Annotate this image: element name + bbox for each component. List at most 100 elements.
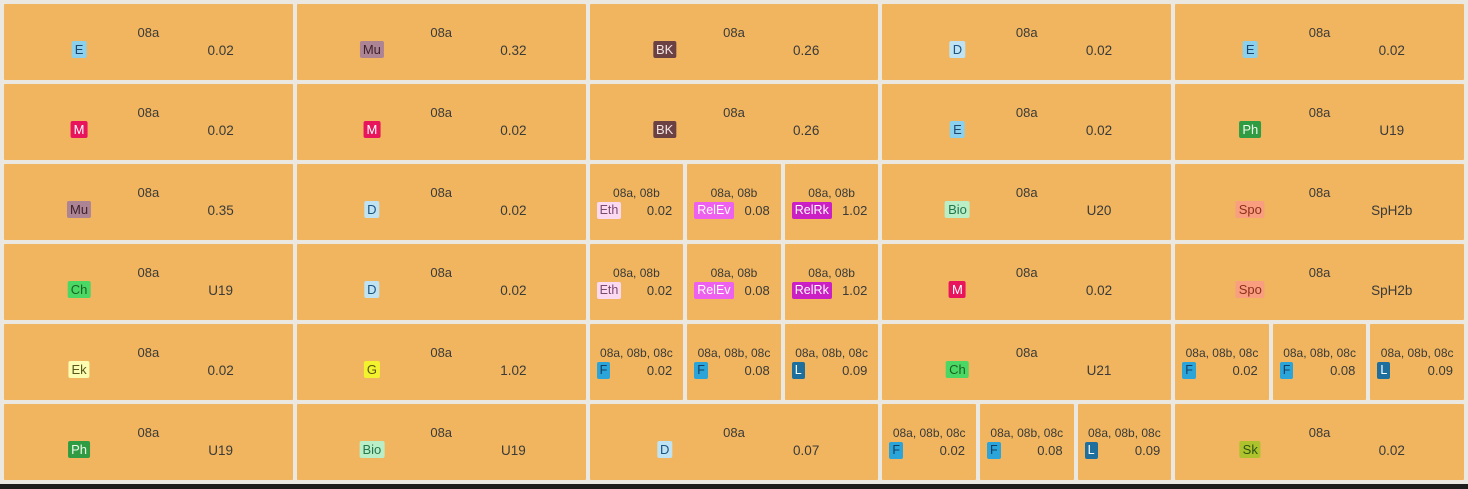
room-label: 0.09: [842, 363, 868, 378]
room-label: U21: [1086, 363, 1112, 378]
room-label: 0.02: [500, 283, 527, 298]
room-label: 0.08: [1037, 443, 1063, 458]
lesson-tile[interactable]: 08a E 0.02: [1175, 4, 1464, 80]
class-group-label: 08a: [1308, 265, 1331, 280]
room-label: 0.02: [500, 203, 527, 218]
room-label: 0.02: [1378, 43, 1405, 58]
room-label: 0.02: [1085, 123, 1113, 138]
class-group-label: 08a: [1308, 25, 1331, 40]
room-label: U19: [501, 443, 526, 458]
lesson-tile[interactable]: 08a D 0.07: [589, 404, 879, 480]
timetable-row: 08a Ch U19 08a D 0.02 08a, 08b Eth 0.02 08a, 08b R…: [4, 244, 1464, 320]
lesson-tile[interactable]: 08a Bio U20: [882, 164, 1172, 240]
room-label: U19: [208, 443, 233, 458]
lesson-tile[interactable]: 08a D 0.02: [296, 244, 586, 320]
room-label: U19: [208, 283, 233, 298]
subject-badge: Mu: [67, 201, 92, 218]
lesson-tile[interactable]: 08a, 08b, 08c F 0.02: [589, 324, 684, 400]
class-group-label: 08a: [1015, 185, 1038, 200]
class-group-label: 08a: [430, 265, 453, 280]
timetable-row: 08a E 0.02 08a Mu 0.32 08a BK 0.26 08a D 0.02 08a E 0.…: [4, 4, 1464, 80]
subject-badge: Ph: [68, 441, 91, 458]
lesson-tile[interactable]: 08a BK 0.26: [589, 4, 879, 80]
lesson-tile[interactable]: 08a Ch U21: [882, 324, 1172, 400]
lesson-tile[interactable]: 08a M 0.02: [882, 244, 1172, 320]
class-group-label: 08a: [723, 25, 745, 40]
class-group-label: 08a: [1308, 425, 1331, 440]
class-group-label: 08a: [430, 105, 453, 120]
horizontal-scrollbar[interactable]: [0, 484, 1468, 489]
class-group-label: 08a: [137, 185, 160, 200]
lesson-tile[interactable]: 08a, 08b, 08c L 0.09: [1077, 404, 1172, 480]
lesson-tile[interactable]: 08a, 08b, 08c F 0.02: [1175, 324, 1269, 400]
lesson-tile[interactable]: 08a Ph U19: [4, 404, 293, 480]
lesson-tile[interactable]: 08a Ek 0.02: [4, 324, 293, 400]
subject-badge: Mu: [359, 41, 384, 58]
room-label: 0.08: [744, 283, 770, 298]
subject-badge: Spo: [1235, 281, 1265, 298]
room-label: 0.07: [793, 443, 820, 458]
lesson-tile[interactable]: 08a Spo SpH2b: [1175, 164, 1464, 240]
lesson-tile[interactable]: 08a Spo SpH2b: [1175, 244, 1464, 320]
lesson-tile[interactable]: 08a, 08b, 08c L 0.09: [1370, 324, 1464, 400]
lesson-tile[interactable]: 08a, 08b, 08c F 0.08: [687, 324, 781, 400]
lesson-tile[interactable]: 08a E 0.02: [882, 84, 1172, 160]
class-group-label: 08a: [137, 265, 160, 280]
room-label: 0.09: [1134, 443, 1161, 458]
class-group-label: 08a: [723, 105, 745, 120]
lesson-tile[interactable]: 08a M 0.02: [296, 84, 586, 160]
class-group-label: 08a: [430, 345, 453, 360]
lesson-tile[interactable]: 08a BK 0.26: [589, 84, 879, 160]
class-group-label: 08a: [1015, 105, 1038, 120]
subject-badge: Eth: [596, 282, 622, 299]
class-group-label: 08a: [137, 105, 160, 120]
lesson-tile[interactable]: 08a E 0.02: [4, 4, 293, 80]
lesson-tile[interactable]: 08a, 08b Eth 0.02: [589, 244, 684, 320]
lesson-tile[interactable]: 08a, 08b, 08c F 0.08: [1272, 324, 1367, 400]
subject-badge: RelRk: [791, 202, 832, 219]
lesson-tile[interactable]: 08a, 08b, 08c F 0.08: [979, 404, 1074, 480]
lesson-tile[interactable]: 08a Sk 0.02: [1175, 404, 1464, 480]
lesson-tile[interactable]: 08a D 0.02: [882, 4, 1172, 80]
class-group-label: 08a, 08b: [613, 186, 660, 200]
lesson-tile[interactable]: 08a Mu 0.32: [296, 4, 586, 80]
class-group-label: 08a, 08b, 08c: [1380, 346, 1454, 360]
lesson-tile[interactable]: 08a M 0.02: [4, 84, 293, 160]
subject-badge: Bio: [945, 201, 970, 218]
class-group-label: 08a, 08b, 08c: [795, 346, 868, 360]
class-group-label: 08a, 08b, 08c: [1088, 426, 1161, 440]
lesson-tile[interactable]: 08a Ch U19: [4, 244, 293, 320]
class-group-label: 08a, 08b: [808, 186, 855, 200]
lesson-tile[interactable]: 08a Mu 0.35: [4, 164, 293, 240]
subject-badge: Eth: [596, 202, 622, 219]
lesson-tile[interactable]: 08a, 08b RelRk 1.02: [784, 164, 879, 240]
room-label: 0.35: [207, 203, 234, 218]
lesson-tile[interactable]: 08a G 1.02: [296, 324, 586, 400]
room-label: 0.26: [793, 43, 820, 58]
room-label: 0.02: [939, 443, 965, 458]
room-label: 0.08: [744, 203, 770, 218]
subject-badge: M: [949, 281, 966, 298]
class-group-label: 08a, 08b, 08c: [990, 426, 1064, 440]
lesson-tile[interactable]: 08a, 08b RelEv 0.08: [687, 164, 781, 240]
lesson-tile[interactable]: 08a, 08b RelEv 0.08: [687, 244, 781, 320]
lesson-tile[interactable]: 08a D 0.02: [296, 164, 586, 240]
room-label: 0.02: [1378, 443, 1405, 458]
lesson-tile[interactable]: 08a, 08b, 08c F 0.02: [882, 404, 976, 480]
lesson-tile[interactable]: 08a Ph U19: [1175, 84, 1464, 160]
class-group-label: 08a, 08b, 08c: [1185, 346, 1259, 360]
subject-badge: E: [71, 41, 87, 58]
subject-badge: M: [70, 121, 88, 138]
room-label: 1.02: [842, 283, 868, 298]
room-label: 0.02: [500, 123, 527, 138]
lesson-tile[interactable]: 08a, 08b RelRk 1.02: [784, 244, 879, 320]
subject-badge: M: [363, 121, 381, 138]
class-group-label: 08a, 08b: [808, 266, 855, 280]
room-label: U19: [1379, 123, 1405, 138]
timetable-row: 08a M 0.02 08a M 0.02 08a BK 0.26 08a E 0.02 08a Ph U1…: [4, 84, 1464, 160]
class-group-label: 08a: [1308, 185, 1331, 200]
split-lesson-cell: 08a, 08b, 08c F 0.02 08a, 08b, 08c F 0.08 08a,…: [1175, 324, 1464, 400]
lesson-tile[interactable]: 08a, 08b, 08c L 0.09: [784, 324, 879, 400]
lesson-tile[interactable]: 08a Bio U19: [296, 404, 586, 480]
lesson-tile[interactable]: 08a, 08b Eth 0.02: [589, 164, 684, 240]
